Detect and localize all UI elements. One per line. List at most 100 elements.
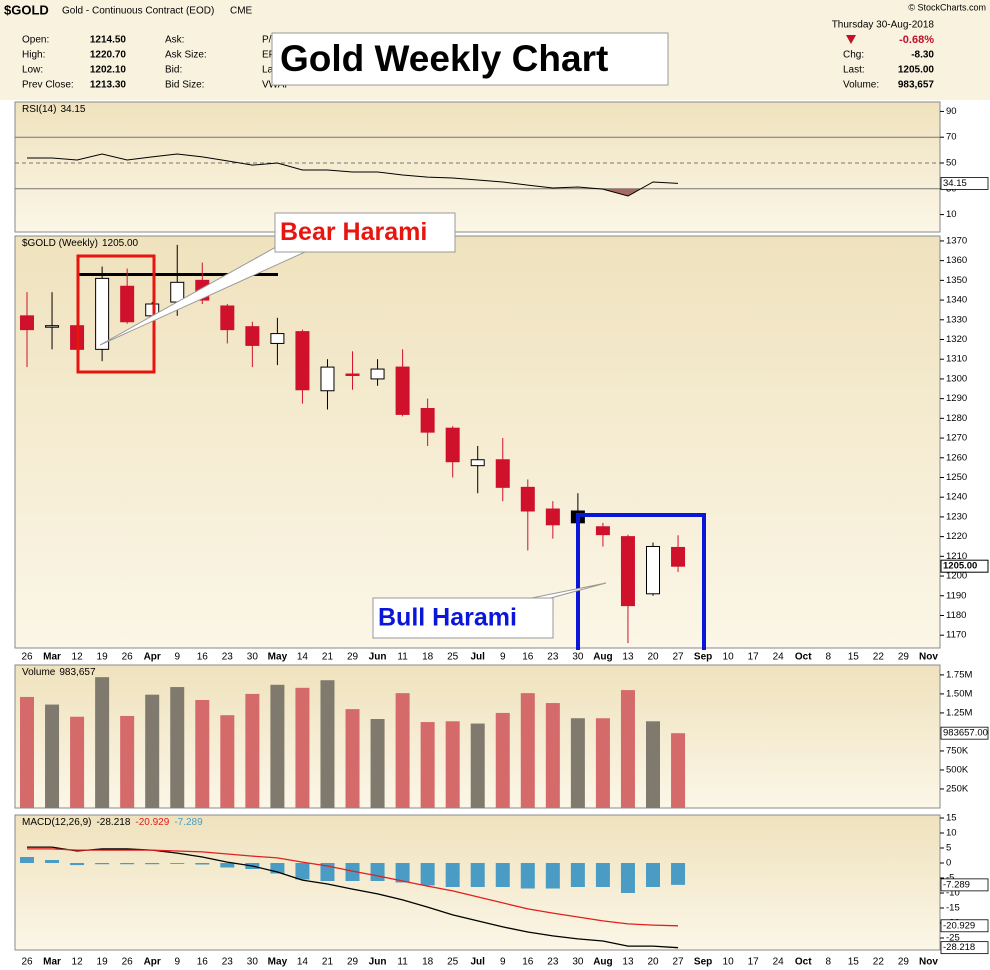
y-tick-label: -25	[946, 933, 960, 944]
y-tick-label: 1240	[946, 492, 967, 503]
volume-bar	[445, 721, 460, 808]
x-tick-label: Jul	[470, 652, 485, 663]
panels: 103050709034.15RSI(14)34.151170118011901…	[0, 101, 989, 969]
x-tick-label: 30	[247, 957, 259, 968]
chart-title: Gold Weekly Chart	[280, 38, 608, 79]
x-tick-label: 12	[72, 652, 84, 663]
quote-date: Thursday 30-Aug-2018	[832, 20, 935, 31]
x-tick-label: Apr	[144, 652, 161, 663]
y-tick-label: 1170	[946, 630, 966, 641]
y-tick-label: 90	[946, 106, 957, 117]
callout-box	[274, 212, 456, 253]
y-tick-label: 0	[946, 858, 951, 869]
x-tick-label: 9	[174, 652, 180, 663]
histogram-bar	[295, 863, 310, 880]
x-tick-label: Oct	[795, 652, 812, 663]
x-tick-label: 12	[72, 957, 84, 968]
x-tick-label: 25	[447, 957, 459, 968]
candle-body	[20, 315, 34, 331]
histogram-bar	[20, 857, 34, 863]
x-tick-label: 13	[622, 652, 634, 663]
legend-name: $GOLD (Weekly)	[22, 238, 98, 249]
histogram-bar	[570, 863, 585, 887]
x-tick-label: 30	[572, 652, 584, 663]
x-tick-label: 30	[572, 957, 584, 968]
histogram-bar	[170, 863, 185, 864]
y-tick-label: 1330	[946, 314, 967, 325]
exchange: CME	[230, 6, 253, 17]
field-value: 1214.50	[90, 35, 127, 46]
histogram-bar	[646, 863, 660, 887]
volume-bar	[595, 718, 610, 808]
x-tick-label: 20	[647, 957, 659, 968]
x-tick-label: 9	[500, 957, 506, 968]
y-tick-label: 1.75M	[946, 669, 972, 680]
source: © StockCharts.com	[908, 2, 986, 12]
y-tick-label: 1.25M	[946, 707, 972, 718]
y-tick-label: 10	[946, 828, 957, 839]
histogram-bar	[220, 863, 235, 868]
candle-body	[545, 508, 560, 526]
volume-bar	[120, 715, 135, 808]
x-tick-label: Aug	[593, 957, 612, 968]
x-tick-label: Sep	[694, 957, 712, 968]
field-label: Chg:	[843, 50, 864, 61]
y-tick-label: 1370	[946, 235, 967, 246]
y-tick-label: -15	[946, 903, 960, 914]
candle-body	[620, 536, 635, 607]
legend-value: -20.929	[135, 817, 169, 828]
histogram-bar	[370, 863, 385, 881]
field-label: Prev Close:	[22, 80, 74, 91]
field-label: La	[262, 65, 274, 76]
field-value: -8.30	[911, 50, 934, 61]
x-tick-label: 10	[723, 652, 735, 663]
x-tick-label: 23	[547, 957, 559, 968]
legend-name: MACD(12,26,9)	[22, 817, 91, 828]
candle-body	[295, 331, 310, 391]
volume-bar	[495, 712, 510, 808]
field-label: High:	[22, 50, 45, 61]
candle-body	[420, 407, 435, 433]
histogram-bar	[345, 863, 360, 881]
histogram-bar	[671, 863, 686, 885]
volume-bar	[320, 680, 335, 808]
instrument-name: Gold - Continuous Contract (EOD)	[62, 6, 214, 17]
callout-text: Bear Harami	[280, 218, 427, 246]
macd-line	[27, 846, 679, 949]
x-tick-label: Mar	[43, 957, 61, 968]
y-tick-label: 1180	[946, 610, 966, 621]
candle-body	[595, 526, 610, 536]
histogram-bar	[520, 863, 535, 889]
histogram-bar	[270, 863, 285, 874]
panel-legend: MACD(12,26,9) -28.218 -20.929 -7.289	[22, 817, 203, 828]
x-tick-label: May	[268, 652, 288, 663]
field-label: Bid:	[165, 65, 182, 76]
volume-bar	[245, 693, 260, 808]
x-tick-label: 13	[622, 957, 634, 968]
x-axis-band	[0, 955, 940, 969]
x-tick-label: 17	[748, 652, 760, 663]
y-tick-label: 1270	[946, 433, 967, 444]
symbol: $GOLD	[4, 2, 49, 17]
candle-body	[495, 459, 510, 488]
x-tick-label: 26	[122, 957, 134, 968]
x-tick-label: 19	[97, 652, 109, 663]
histogram-bar	[145, 863, 160, 865]
volume-bar	[195, 699, 210, 808]
callout-box	[372, 597, 554, 639]
x-tick-label: 20	[647, 652, 659, 663]
legend-value: 34.15	[60, 104, 85, 115]
x-tick-label: May	[268, 957, 288, 968]
x-axis-band	[0, 650, 940, 664]
x-tick-label: 15	[848, 957, 860, 968]
x-tick-label: 23	[547, 652, 559, 663]
histogram-bar	[195, 863, 210, 865]
histogram-bar	[470, 863, 485, 887]
y-tick-label: 5	[946, 843, 951, 854]
volume-bar	[520, 693, 535, 808]
y-tick-label: -5	[946, 873, 954, 884]
x-tick-label: 19	[97, 957, 109, 968]
x-tick-label: 14	[297, 652, 309, 663]
legend-name: RSI(14)	[22, 104, 56, 115]
x-tick-label: Sep	[694, 652, 712, 663]
